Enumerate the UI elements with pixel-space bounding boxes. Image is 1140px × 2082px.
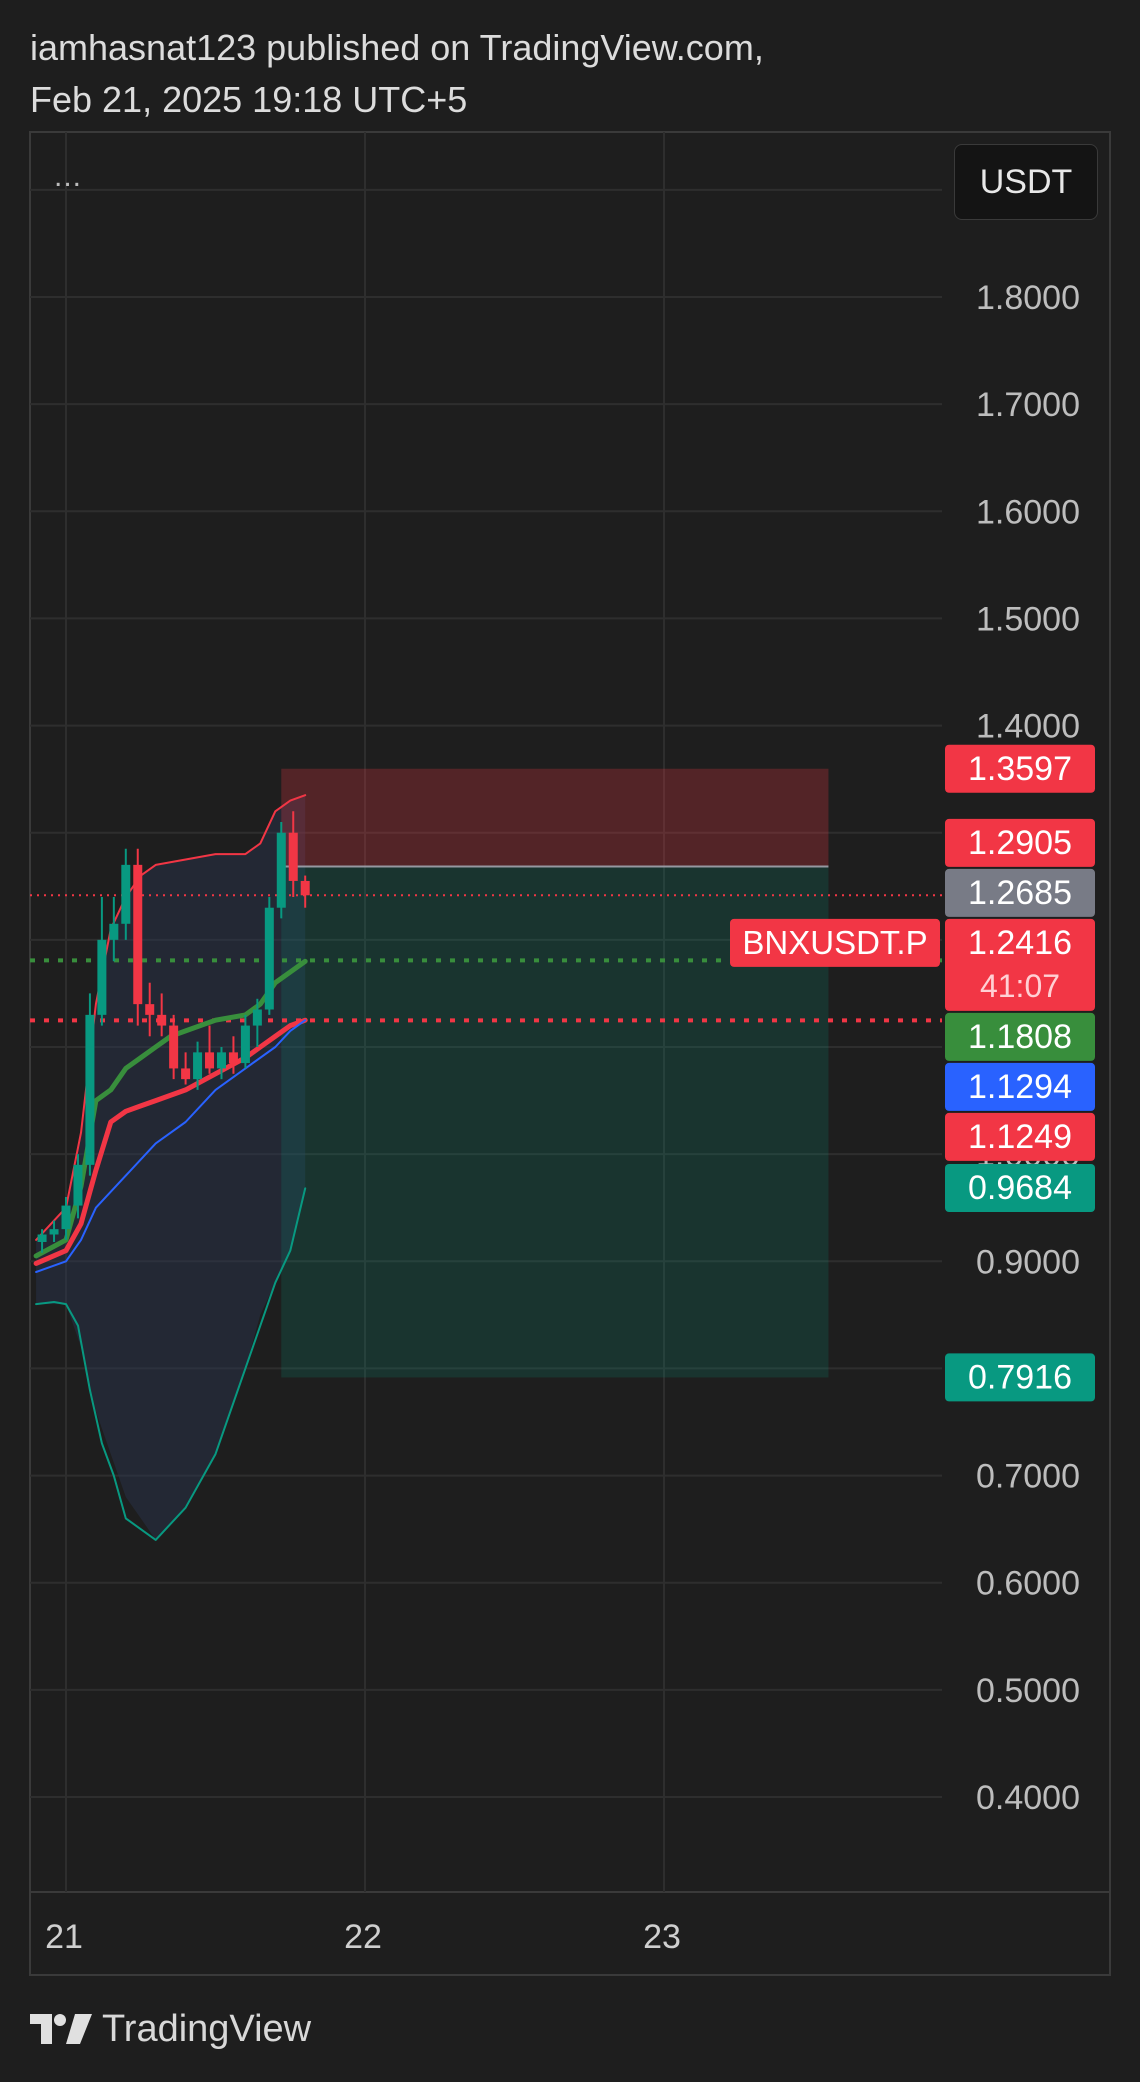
candle-body [205,1052,215,1069]
price-label-text: 1.1294 [968,1068,1072,1106]
y-axis-tick-label: 1.4000 [976,708,1080,746]
price-label-text: 1.1808 [968,1018,1072,1056]
candle-body [228,1052,238,1064]
price-label-text: 1.3597 [968,750,1072,788]
y-axis-tick-label: 0.7000 [976,1458,1080,1496]
y-axis-tick-label: 0.5000 [976,1672,1080,1710]
price-label: 0.7916 [945,1353,1095,1402]
y-axis-tick-label: 1.7000 [976,386,1080,424]
candle-body [264,907,274,1010]
short-position-tool[interactable] [281,768,829,1378]
candle-body [216,1052,226,1069]
candle-body [145,1004,155,1015]
candle-body [37,1234,47,1243]
x-axis-tick-label: 22 [344,1918,382,1956]
candle-body [61,1205,71,1230]
candle-body [276,832,286,908]
candle-body [300,880,310,896]
price-label-bg [945,1112,1095,1161]
candle-body [85,1014,95,1165]
x-axis[interactable]: 21 22 23 [45,1918,681,1956]
publish-author-line: iamhasnat123 published on TradingView.co… [30,27,764,68]
y-axis-tick-label: 1.6000 [976,493,1080,531]
publish-date-line: Feb 21, 2025 19:18 UTC+5 [30,79,468,120]
y-axis-tick-label: 0.4000 [976,1779,1080,1817]
footer-branding: TradingView [30,2004,311,2054]
footer-brand-text: TradingView [102,2007,312,2050]
candle-body [73,1164,83,1206]
grid [29,131,1111,1976]
candle-body [252,1009,262,1026]
candle-body [193,1052,203,1080]
currency-button[interactable]: USDT [954,144,1098,220]
price-label: 1.1808 [945,1012,1095,1061]
indicator-line-5 [35,1187,307,1541]
candle-body [121,864,131,924]
symbol-tag-bg [730,918,940,967]
candle-body [97,939,107,1015]
x-axis-tick-label: 21 [45,1918,83,1956]
price-label-bg [945,818,1095,867]
price-label: 1.1249 [945,1112,1095,1161]
price-label: 1.2685 [945,868,1095,917]
candle-body [169,1025,179,1069]
y-axis-tick-label: 1.8000 [976,279,1080,317]
x-axis-tick-label: 23 [643,1918,681,1956]
price-label-bg [945,1062,1095,1111]
price-label-text: 1.2685 [968,874,1072,912]
indicator-line-4 [35,1019,307,1273]
chart-frame [29,131,1111,1976]
price-label-text: 0.9684 [968,1169,1072,1207]
price-label-bg [945,1012,1095,1061]
candle-body [240,1025,250,1064]
y-axis-tick-label: 1.5000 [976,600,1080,638]
price-label-text: 1.2416 [968,924,1072,962]
chart-menu-button[interactable]: ... [54,160,83,193]
price-label: 1.2905 [945,818,1095,867]
price-label-bg [945,918,1095,1011]
price-label: 1.3597 [945,744,1095,793]
y-axis-tick-label: 0.9000 [976,1243,1080,1281]
candle-body [288,832,298,881]
price-label-bg [945,1353,1095,1402]
price-label-text: 1.1249 [968,1118,1072,1156]
indicator-line-3 [33,1017,308,1266]
candle-body [157,1014,167,1026]
price-label: 1.2416 41:07 BNXUSDT.P [730,918,1095,1011]
symbol-tag-text: BNXUSDT.P [742,924,927,961]
tradingview-logo-icon [30,2014,92,2044]
price-label: 0.9684 [945,1164,1095,1213]
y-axis-tick-label: 0.6000 [976,1565,1080,1603]
candle-body [109,923,119,940]
countdown-text: 41:07 [980,968,1060,1004]
candles [37,811,310,1253]
candle-body [133,864,143,1005]
price-label-text: 0.7916 [968,1358,1072,1396]
candle-body [181,1068,191,1080]
price-labels: 1.35971.29051.26851.241641:07BNXUSDT.P1.… [730,744,1095,1402]
candle-body [49,1229,59,1235]
price-label: 1.1294 [945,1062,1095,1111]
publish-info: iamhasnat123 published on TradingView.co… [30,22,764,126]
stop-loss-zone [281,768,829,867]
price-label-bg [945,744,1095,793]
price-label-bg [945,868,1095,917]
price-label-bg [945,1164,1095,1213]
price-label-text: 1.2905 [968,824,1072,862]
